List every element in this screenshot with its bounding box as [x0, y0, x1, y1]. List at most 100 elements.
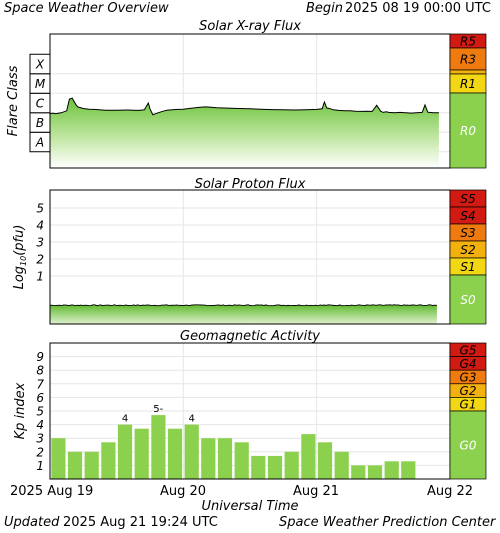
kp-tick-3: 3	[36, 432, 44, 446]
scale-label-g1: G1	[460, 398, 477, 412]
xray-r-scale: R5 R3 R1 R0	[449, 33, 487, 169]
kp-bar	[284, 451, 299, 479]
scale-label-g2: G2	[460, 384, 477, 398]
kp-bar	[234, 442, 249, 479]
begin-date: 2025 08 19 00:00 UTC	[345, 1, 491, 16]
scale-label-g3: G3	[460, 371, 477, 385]
begin-label: Begin	[306, 1, 344, 16]
kp-tick-8: 8	[36, 364, 44, 378]
proton-s-scale: S5 S4 S3 S2 S1 S0	[449, 189, 487, 325]
x-tick-aug22: Aug 22	[427, 484, 473, 499]
xray-area-fill	[50, 98, 439, 168]
scale-label-r1: R1	[460, 77, 476, 91]
kp-bar	[301, 434, 316, 479]
proton-ylabel-sub: 10	[19, 256, 28, 266]
kp-grid	[50, 343, 450, 479]
kp-tick-9: 9	[36, 350, 44, 364]
xray-series	[49, 97, 439, 168]
kp-bar	[367, 465, 383, 479]
kp-bar	[217, 438, 233, 479]
kp-tick-6: 6	[36, 391, 44, 405]
scale-g0	[449, 410, 487, 480]
scale-label-s4: S4	[460, 209, 475, 223]
xray-line	[49, 97, 439, 116]
scale-s0	[449, 274, 487, 325]
xray-title: Solar X-ray Flux	[199, 19, 301, 34]
class-label-b: B	[36, 116, 44, 130]
kp-title: Geomagnetic Activity	[180, 329, 320, 344]
proton-tick-1: 1	[36, 270, 44, 284]
proton-tick-labels: 1 2 3 4 5	[36, 202, 44, 284]
class-label-c: C	[36, 97, 45, 111]
kp-bar	[201, 438, 216, 479]
scale-r2	[449, 69, 487, 75]
scale-label-s0: S0	[460, 293, 476, 307]
kp-bar-label: 5-	[153, 404, 163, 415]
kp-bar	[317, 442, 333, 479]
kp-bar	[134, 428, 149, 479]
updated-label: Updated	[4, 515, 60, 530]
proton-ylabel: Log10(pfu)	[12, 225, 28, 290]
kp-tick-4: 4	[36, 418, 44, 432]
scale-r0	[449, 92, 487, 169]
kp-tick-5: 5	[36, 405, 44, 419]
kp-ylabel: Kp index	[13, 382, 28, 439]
kp-bar	[251, 455, 266, 479]
kp-bars: 4 5- 4	[51, 404, 416, 479]
scale-label-g4: G4	[460, 357, 477, 371]
proton-grid	[50, 190, 450, 324]
kp-bar	[384, 461, 399, 479]
kp-bar	[167, 428, 183, 479]
proton-title: Solar Proton Flux	[195, 177, 306, 192]
scale-label-r3: R3	[460, 53, 476, 67]
kp-bar-label: 4	[189, 414, 195, 425]
scale-label-s3: S3	[460, 226, 475, 240]
updated-date: 2025 Aug 21 19:24 UTC	[63, 515, 218, 530]
kp-tick-2: 2	[36, 445, 44, 459]
prediction-center: Space Weather Prediction Center	[279, 515, 496, 530]
page-title: Space Weather Overview	[4, 1, 169, 16]
proton-ylabel-main: Log	[12, 266, 27, 289]
proton-tick-4: 4	[36, 219, 44, 233]
kp-tick-7: 7	[36, 377, 44, 391]
scale-label-s1: S1	[460, 260, 475, 274]
scale-label-s5: S5	[460, 192, 475, 206]
class-box-x	[29, 53, 51, 75]
x-tick-aug21: Aug 21	[293, 484, 339, 499]
proton-tick-5: 5	[36, 202, 44, 216]
class-label-x: X	[35, 58, 45, 72]
proton-ylabel-unit: (pfu)	[12, 225, 27, 256]
scale-label-r0: R0	[460, 124, 476, 138]
kp-bar	[401, 461, 416, 479]
x-tick-aug19: 2025 Aug 19	[10, 484, 93, 499]
xray-ylabel: Flare Class	[6, 65, 21, 136]
kp-bar	[84, 451, 99, 479]
scale-label-g5: G5	[460, 343, 477, 357]
kp-bar	[334, 451, 349, 479]
kp-bar	[184, 424, 199, 479]
proton-frame	[49, 189, 451, 325]
kp-tick-1: 1	[36, 459, 44, 473]
kp-bar	[267, 455, 283, 479]
scale-label-g0: G0	[460, 439, 477, 453]
class-label-a: A	[35, 136, 44, 150]
x-axis-label: Universal Time	[201, 499, 298, 514]
kp-bar	[351, 465, 366, 479]
kp-bar	[51, 438, 66, 479]
proton-line	[50, 304, 438, 307]
scale-label-r5: R5	[460, 35, 476, 49]
kp-bar	[101, 442, 116, 479]
x-tick-aug20: Aug 20	[160, 484, 206, 499]
kp-bar-label: 4	[122, 414, 128, 425]
proton-area-fill	[50, 304, 437, 324]
kp-bar	[67, 451, 83, 479]
scale-label-s2: S2	[460, 243, 475, 257]
proton-tick-2: 2	[36, 253, 44, 267]
class-label-m: M	[35, 77, 46, 91]
proton-series	[50, 304, 438, 324]
kp-bar	[117, 424, 133, 479]
